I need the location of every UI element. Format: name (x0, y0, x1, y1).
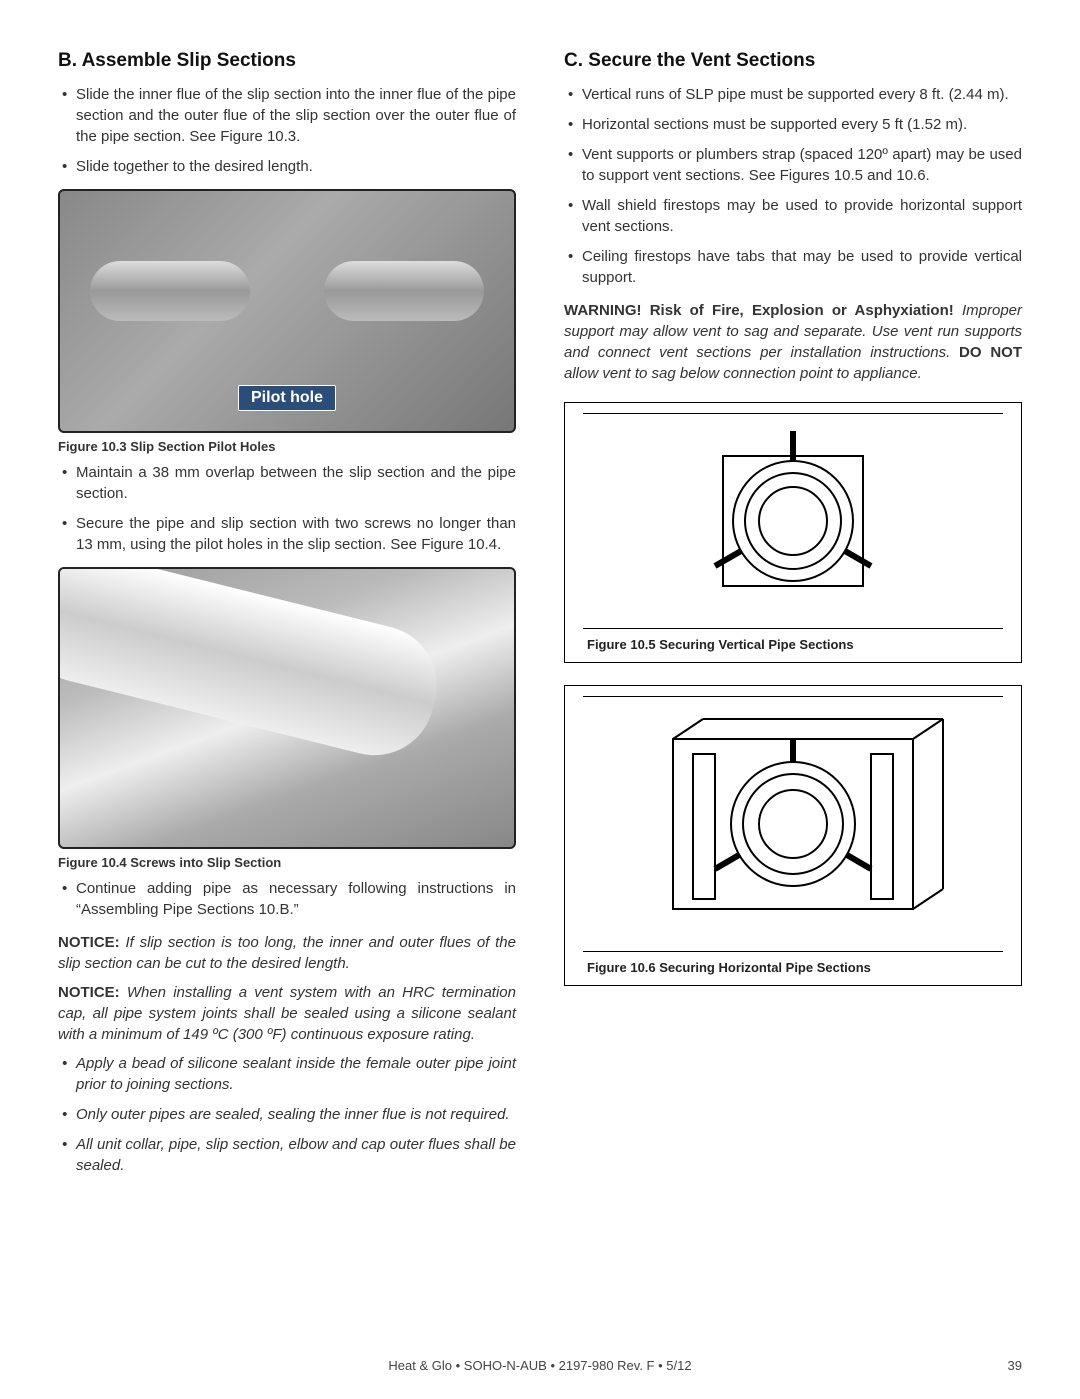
list-item: Vertical runs of SLP pipe must be suppor… (564, 84, 1022, 105)
section-c-heading: C. Secure the Vent Sections (564, 50, 1022, 72)
figure-10-4: Figure 10.4 Screws into Slip Section (58, 567, 516, 870)
figure-10-3-image: Pilot hole (58, 189, 516, 433)
figure-10-5: Figure 10.5 Securing Vertical Pipe Secti… (564, 402, 1022, 663)
horizontal-pipe-icon (633, 709, 953, 939)
notice-text: If slip section is too long, the inner a… (58, 934, 516, 972)
warning-body-2: allow vent to sag below connection point… (564, 365, 922, 382)
section-c-list: Vertical runs of SLP pipe must be suppor… (564, 84, 1022, 288)
figure-10-5-diagram (583, 413, 1003, 629)
list-item: Slide together to the desired length. (58, 156, 516, 177)
list-item: Maintain a 38 mm overlap between the sli… (58, 462, 516, 504)
pilot-hole-label: Pilot hole (238, 385, 336, 411)
notice-text: When installing a vent system with an HR… (58, 984, 516, 1043)
list-item: Apply a bead of silicone sealant inside … (58, 1053, 516, 1095)
notice-label: NOTICE: (58, 934, 120, 951)
warning-donot: DO NOT (959, 344, 1022, 361)
right-column: C. Secure the Vent Sections Vertical run… (564, 50, 1022, 1188)
warning-label: WARNING! Risk of Fire, Explosion or Asph… (564, 302, 954, 319)
list-item: Only outer pipes are sealed, sealing the… (58, 1104, 516, 1125)
list-item: All unit collar, pipe, slip section, elb… (58, 1134, 516, 1176)
page-number: 39 (1008, 1358, 1022, 1373)
figure-10-6-caption: Figure 10.6 Securing Horizontal Pipe Sec… (583, 952, 1003, 979)
figure-10-4-caption: Figure 10.4 Screws into Slip Section (58, 855, 516, 870)
list-item: Continue adding pipe as necessary follow… (58, 878, 516, 920)
list-item: Slide the inner flue of the slip section… (58, 84, 516, 147)
vertical-pipe-icon (693, 426, 893, 616)
section-b-heading: B. Assemble Slip Sections (58, 50, 516, 72)
notice-label: NOTICE: (58, 984, 120, 1001)
figure-10-5-caption: Figure 10.5 Securing Vertical Pipe Secti… (583, 629, 1003, 656)
list-item: Ceiling firestops have tabs that may be … (564, 246, 1022, 288)
figure-10-6: Figure 10.6 Securing Horizontal Pipe Sec… (564, 685, 1022, 986)
list-item: Wall shield firestops may be used to pro… (564, 195, 1022, 237)
section-b-list-2: Maintain a 38 mm overlap between the sli… (58, 462, 516, 555)
notice-2: NOTICE: When installing a vent system wi… (58, 982, 516, 1045)
figure-10-3-caption: Figure 10.3 Slip Section Pilot Holes (58, 439, 516, 454)
figure-10-4-image (58, 567, 516, 849)
left-column: B. Assemble Slip Sections Slide the inne… (58, 50, 516, 1188)
list-item: Secure the pipe and slip section with tw… (58, 513, 516, 555)
section-b-list-4: Apply a bead of silicone sealant inside … (58, 1053, 516, 1176)
figure-10-3: Pilot hole Figure 10.3 Slip Section Pilo… (58, 189, 516, 454)
list-item: Horizontal sections must be supported ev… (564, 114, 1022, 135)
warning-text: WARNING! Risk of Fire, Explosion or Asph… (564, 300, 1022, 384)
section-b-list-1: Slide the inner flue of the slip section… (58, 84, 516, 177)
page-footer: Heat & Glo • SOHO-N-AUB • 2197-980 Rev. … (0, 1358, 1080, 1373)
section-b-list-3: Continue adding pipe as necessary follow… (58, 878, 516, 920)
notice-1: NOTICE: If slip section is too long, the… (58, 932, 516, 974)
list-item: Vent supports or plumbers strap (spaced … (564, 144, 1022, 186)
figure-10-6-diagram (583, 696, 1003, 952)
